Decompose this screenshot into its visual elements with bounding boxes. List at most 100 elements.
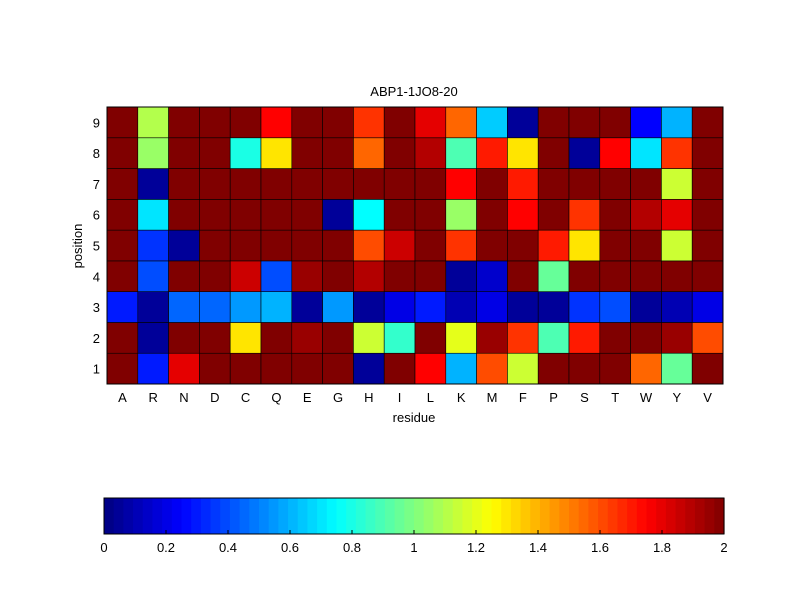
colorbar-segment [588, 498, 599, 534]
heatmap-cell-M-1 [476, 352, 508, 385]
colorbar-segment [229, 498, 241, 534]
x-tick-label: P [549, 390, 558, 405]
heatmap-cell-R-4 [137, 260, 169, 292]
colorbar-tick-label: 0.6 [281, 540, 299, 555]
colorbar-segment [171, 498, 183, 534]
heatmap-cell-F-2 [507, 322, 539, 354]
heatmap-cell-W-5 [630, 229, 662, 262]
heatmap-cell-V-9 [691, 106, 724, 139]
heatmap-cell-K-6 [445, 199, 477, 231]
heatmap-cell-P-6 [537, 199, 570, 231]
colorbar-segment [617, 498, 628, 534]
heatmap-cell-N-6 [168, 199, 200, 231]
colorbar-segment [210, 498, 221, 534]
colorbar-segment [433, 498, 444, 534]
colorbar-segment [200, 498, 212, 534]
heatmap-cell-I-4 [383, 260, 416, 292]
colorbar-tick-labels: 0 0.2 0.4 0.6 0.8 1 1.2 1.4 1.6 1.8 2 [100, 530, 728, 555]
heatmap-cell-C-6 [229, 199, 262, 231]
heatmap-cell-M-3 [476, 291, 508, 323]
x-tick-label: S [580, 390, 589, 405]
heatmap-cell-F-1 [507, 352, 539, 385]
heatmap-cell-E-3 [291, 291, 323, 323]
colorbar-segment [443, 498, 454, 534]
heatmap-cell-N-3 [168, 291, 200, 323]
heatmap-cell-T-4 [599, 260, 631, 292]
heatmap-cell-A-2 [106, 322, 139, 354]
heatmap-cell-P-2 [537, 322, 570, 354]
y-tick-label: 7 [93, 177, 100, 192]
heatmap-cell-P-9 [537, 106, 570, 139]
heatmap-cell-W-6 [630, 199, 662, 231]
heatmap-cell-E-6 [291, 199, 323, 231]
colorbar-segment [249, 498, 260, 534]
colorbar-segment [598, 498, 609, 534]
y-tick-label: 8 [93, 146, 100, 161]
heatmap-cell-W-7 [630, 168, 662, 200]
heatmap-cell-Q-7 [260, 168, 293, 200]
heatmap-cell-F-4 [507, 260, 539, 292]
colorbar-segment [191, 498, 202, 534]
heatmap-cell-T-1 [599, 352, 631, 385]
x-tick-label: L [427, 390, 434, 405]
colorbar-segment [278, 498, 289, 534]
heatmap-cell-V-3 [691, 291, 724, 323]
colorbar-segment [694, 498, 706, 534]
x-tick-label: R [149, 390, 158, 405]
x-tick-label: I [398, 390, 402, 405]
heatmap-cell-E-2 [291, 322, 323, 354]
colorbar-tick-label: 1.4 [529, 540, 547, 555]
colorbar-segment [578, 498, 589, 534]
heatmap-cell-Y-8 [661, 137, 693, 169]
heatmap-cell-D-9 [199, 106, 231, 139]
heatmap-cell-D-7 [199, 168, 231, 200]
heatmap-cell-C-9 [229, 106, 262, 139]
heatmap-cell-S-9 [568, 106, 601, 139]
heatmap-cell-D-8 [199, 137, 231, 169]
heatmap-cell-M-4 [476, 260, 508, 292]
colorbar-tick-label: 1 [410, 540, 417, 555]
y-tick-label: 2 [93, 331, 100, 346]
heatmap-cell-Q-8 [260, 137, 293, 169]
heatmap-cell-A-4 [106, 260, 139, 292]
heatmap-cell-S-3 [568, 291, 601, 323]
x-tick-label: Q [271, 390, 281, 405]
colorbar-segment [181, 498, 192, 534]
heatmap-cell-N-5 [168, 229, 200, 262]
heatmap-cell-H-3 [353, 291, 385, 323]
heatmap-cell-Q-4 [260, 260, 293, 292]
heatmap-cell-Y-9 [661, 106, 693, 139]
heatmap-cell-M-5 [476, 229, 508, 262]
x-tick-label: K [457, 390, 466, 405]
colorbar-segment [452, 498, 464, 534]
heatmap-cell-L-6 [414, 199, 447, 231]
heatmap-cell-W-9 [630, 106, 662, 139]
colorbar-tick-label: 1.8 [653, 540, 671, 555]
heatmap-cell-N-8 [168, 137, 200, 169]
heatmap-cell-R-3 [137, 291, 169, 323]
heatmap-cell-G-4 [322, 260, 354, 292]
colorbar [104, 498, 725, 534]
colorbar-segment [220, 498, 231, 534]
colorbar-segment [336, 498, 347, 534]
colorbar-segment [491, 498, 502, 534]
heatmap-cell-Y-4 [661, 260, 693, 292]
heatmap-cell-Y-5 [661, 229, 693, 262]
colorbar-segment [520, 498, 531, 534]
heatmap-cell-F-7 [507, 168, 539, 200]
heatmap-cell-D-2 [199, 322, 231, 354]
heatmap-cell-G-5 [322, 229, 354, 262]
heatmap-cell-A-1 [106, 352, 139, 385]
colorbar-tick-label: 2 [720, 540, 727, 555]
heatmap-cell-A-6 [106, 199, 139, 231]
heatmap-cell-E-4 [291, 260, 323, 292]
y-tick-label: 1 [93, 362, 100, 377]
heatmap-cell-T-2 [599, 322, 631, 354]
heatmap-cell-M-9 [476, 106, 508, 139]
colorbar-segment [472, 498, 483, 534]
heatmap-cell-R-9 [137, 106, 169, 139]
heatmap-cell-I-1 [383, 352, 416, 385]
y-tick-label: 6 [93, 208, 100, 223]
heatmap-cell-E-1 [291, 352, 323, 385]
heatmap-cell-P-5 [537, 229, 570, 262]
